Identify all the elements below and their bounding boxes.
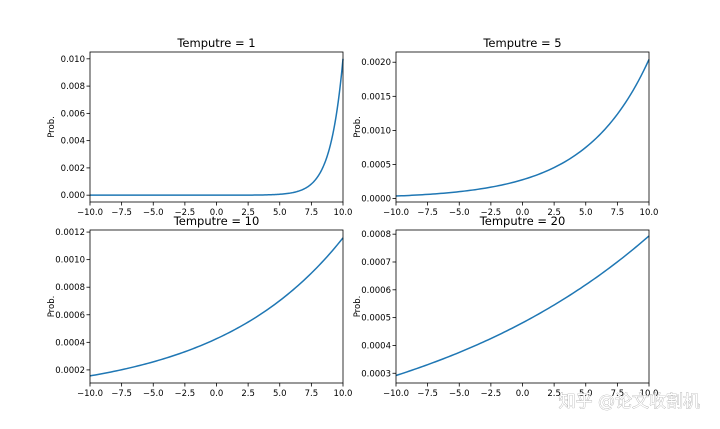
y-tick-label: 0.0010 [55,256,85,266]
y-tick-label: 0.0005 [361,314,391,324]
x-tick-label: 5.0 [273,208,287,218]
x-tick-label: −7.5 [111,389,132,399]
y-tick-label: 0.0008 [55,283,85,293]
y-tick-label: 0.0008 [361,230,391,240]
x-tick-label: 0.0 [516,208,530,218]
series-line [395,59,650,197]
y-tick-label: 0.0006 [55,311,85,321]
y-tick-label: 0.000 [61,191,85,201]
subplot-2: Temputre = 5 −10.0 −7.5 −5.0 −2.5 0.0 2.5 5.0 7.… [353,36,658,218]
x-tick-label: 10.0 [640,389,659,399]
y-tick-label: 0.0002 [55,366,85,376]
watermark-text: 知乎 @论文收割机 [559,392,700,412]
y-tick-label: 0.002 [61,164,85,174]
x-tick-label: −5.0 [449,389,470,399]
x-tick-label: −10.0 [77,389,103,399]
series-line [395,235,650,377]
x-tick-label: −5.0 [449,208,470,218]
subplot-title: Temputre = 5 [482,36,561,50]
x-tick-label: −10.0 [383,389,409,399]
subplots: Temputre = 1 −10.0 −7.5 −5.0 −2.5 0.0 2.5 5.0 7.… [47,36,658,399]
x-tick-label: 2.5 [241,208,255,218]
x-tick-label: −10.0 [383,208,409,218]
x-tick-label: 5.0 [273,389,287,399]
x-tick-label: 7.5 [305,389,319,399]
y-axis-label: Prob. [47,296,57,318]
subplot-1: Temputre = 1 −10.0 −7.5 −5.0 −2.5 0.0 2.5 5.0 7.… [47,36,352,218]
x-tick-label: 0.0 [210,389,224,399]
series-line [89,237,344,377]
y-tick-label: 0.0007 [361,258,391,268]
x-tick-label: −2.5 [175,208,196,218]
x-tick-label: 10.0 [334,389,353,399]
x-tick-label: 2.5 [241,389,255,399]
x-tick-label: −7.5 [417,208,438,218]
x-tick-label: −10.0 [77,208,103,218]
x-tick-label: −7.5 [111,208,132,218]
x-tick-label: 7.5 [611,208,625,218]
y-tick-label: 0.0010 [361,126,391,136]
x-tick-label: −5.0 [143,208,164,218]
x-tick-label: 2.5 [547,208,561,218]
y-tick-label: 0.004 [61,137,85,147]
x-tick-label: −5.0 [143,389,164,399]
x-tick-label: 10.0 [640,208,659,218]
x-tick-label: −2.5 [481,208,502,218]
x-tick-label: −2.5 [481,389,502,399]
y-tick-label: 0.006 [61,109,85,119]
subplot-4: Temputre = 20 −10.0 −7.5 −5.0 −2.5 0.0 2.5 5.0 7… [353,214,658,399]
x-tick-label: 10.0 [334,208,353,218]
y-tick-label: 0.0006 [361,286,391,296]
x-tick-label: 0.0 [210,208,224,218]
x-tick-label: 2.5 [547,389,561,399]
y-tick-label: 0.0012 [55,228,85,238]
x-tick-label: −7.5 [417,389,438,399]
y-tick-label: 0.0004 [55,338,85,348]
y-tick-label: 0.0004 [361,341,391,351]
subplot-title: Temputre = 1 [176,36,255,50]
y-tick-label: 0.0003 [361,369,391,379]
subplot-title: Temputre = 20 [479,214,566,228]
x-tick-label: 5.0 [579,389,593,399]
series-line [90,58,344,196]
subplot-3: Temputre = 10 −10.0 −7.5 −5.0 −2.5 0.0 2.5 5.0 7… [47,214,352,399]
y-tick-label: 0.010 [61,55,85,65]
x-tick-label: 0.0 [516,389,530,399]
y-tick-label: 0.0000 [361,195,391,205]
y-tick-label: 0.0005 [361,161,391,171]
x-tick-label: −2.5 [175,389,196,399]
y-axis-label: Prob. [353,116,363,138]
x-tick-label: 5.0 [579,208,593,218]
y-axis-label: Prob. [353,296,363,318]
y-axis-label: Prob. [47,116,57,138]
y-tick-label: 0.0015 [361,92,391,102]
x-tick-label: 7.5 [305,208,319,218]
y-tick-label: 0.008 [61,82,85,92]
y-tick-label: 0.0020 [361,58,391,68]
x-tick-label: 7.5 [611,389,625,399]
subplot-title: Temputre = 10 [173,214,260,228]
